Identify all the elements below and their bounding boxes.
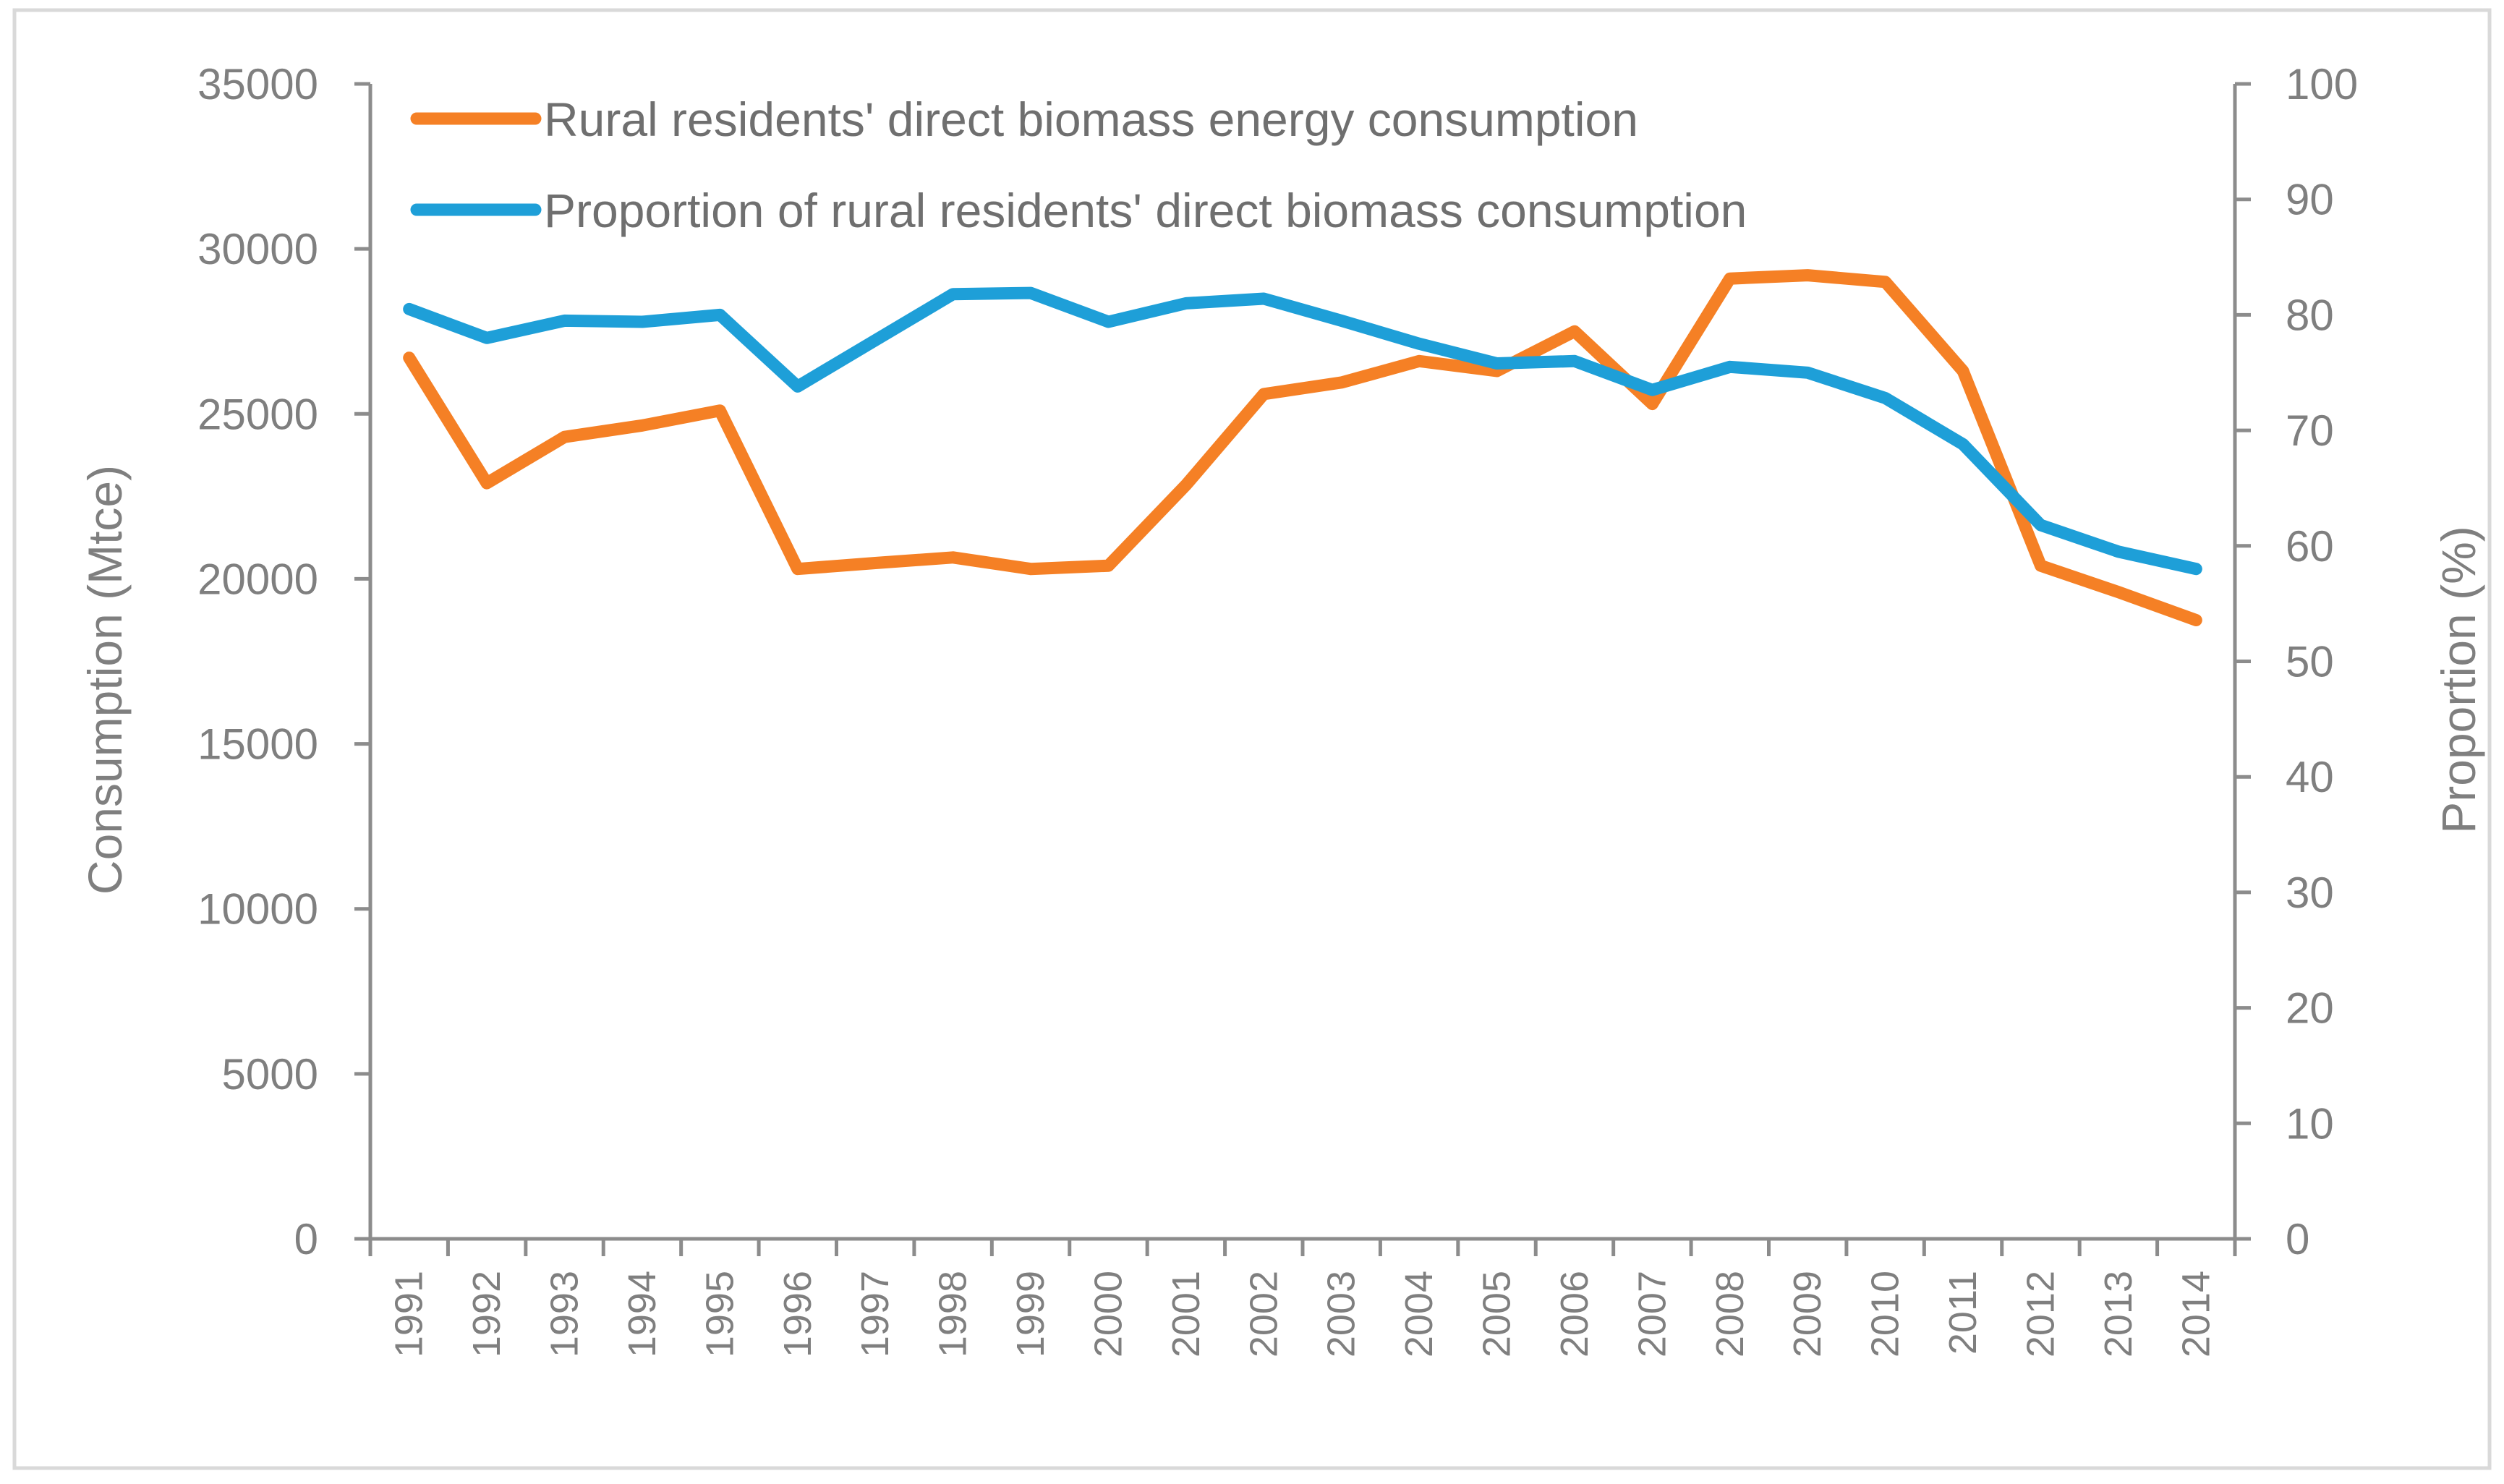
y-left-tick-label: 35000 xyxy=(197,60,318,108)
y-left-tick-label: 30000 xyxy=(197,225,318,273)
y-axis-right-title: Proportion (%) xyxy=(2432,526,2485,834)
x-tick-label: 2000 xyxy=(1086,1271,1130,1357)
axes xyxy=(354,82,2251,1256)
x-tick-label: 2002 xyxy=(1242,1271,1285,1357)
y-left-tick-label: 0 xyxy=(294,1215,318,1263)
x-tick-label: 1995 xyxy=(698,1271,741,1357)
legend: Rural residents' direct biomass energy c… xyxy=(410,93,1747,237)
y-left-tick-label: 20000 xyxy=(197,555,318,603)
x-tick-label: 1999 xyxy=(1009,1271,1052,1357)
x-tick-label: 2009 xyxy=(1786,1271,1829,1357)
x-tick-label: 1997 xyxy=(853,1271,897,1357)
x-tick-label: 2008 xyxy=(1708,1271,1752,1357)
x-tick-label: 2003 xyxy=(1320,1271,1363,1357)
x-tick-label: 2005 xyxy=(1475,1271,1519,1357)
chart-frame xyxy=(12,8,2492,1470)
x-tick-label: 2011 xyxy=(1941,1271,1985,1355)
x-tick-label: 1992 xyxy=(465,1271,508,1357)
x-tick-label: 2014 xyxy=(2174,1271,2218,1357)
x-tick-label: 2004 xyxy=(1397,1271,1441,1357)
x-tick-label: 2006 xyxy=(1553,1271,1596,1357)
y-right-tick-label: 50 xyxy=(2286,638,2334,686)
x-tick-label: 1994 xyxy=(621,1271,664,1357)
y-left-tick-label: 25000 xyxy=(197,390,318,438)
y-right-tick-label: 30 xyxy=(2286,869,2334,917)
y-right-tick-label: 0 xyxy=(2286,1215,2309,1263)
x-tick-label: 1998 xyxy=(932,1271,975,1357)
x-tick-label: 1991 xyxy=(388,1271,431,1357)
y-right-tick-label: 60 xyxy=(2286,522,2334,571)
series-lines xyxy=(403,269,2202,626)
tick-labels: 0 5000 10000 15000 20000 25000 30000 35000 0 10 20… xyxy=(197,60,2358,1357)
x-tick-label: 2013 xyxy=(2097,1271,2140,1357)
x-tick-label: 1996 xyxy=(776,1271,819,1357)
y-right-tick-label: 70 xyxy=(2286,406,2334,455)
legend-label-1: Rural residents' direct biomass energy c… xyxy=(544,93,1638,146)
x-tick-label: 2007 xyxy=(1630,1271,1674,1357)
x-tick-label: 2012 xyxy=(2019,1271,2062,1357)
y-left-tick-label: 15000 xyxy=(197,720,318,769)
series-line-1 xyxy=(403,269,2202,626)
y-right-tick-label: 20 xyxy=(2286,984,2334,1033)
y-axis-left-title: Consumption (Mtce) xyxy=(78,465,132,895)
y-left-tick-label: 10000 xyxy=(197,885,318,934)
y-right-tick-label: 90 xyxy=(2286,176,2334,224)
x-tick-label: 2010 xyxy=(1864,1271,1907,1357)
legend-label-2: Proportion of rural residents' direct bi… xyxy=(544,184,1747,237)
y-right-tick-label: 40 xyxy=(2286,753,2334,801)
y-right-tick-label: 80 xyxy=(2286,291,2334,339)
series-line-2 xyxy=(403,286,2202,576)
y-right-tick-label: 10 xyxy=(2286,1099,2334,1148)
x-tick-label: 2001 xyxy=(1164,1271,1208,1357)
x-tick-label: 1993 xyxy=(543,1271,587,1357)
y-right-tick-label: 100 xyxy=(2286,60,2358,108)
y-left-tick-label: 5000 xyxy=(222,1050,318,1099)
